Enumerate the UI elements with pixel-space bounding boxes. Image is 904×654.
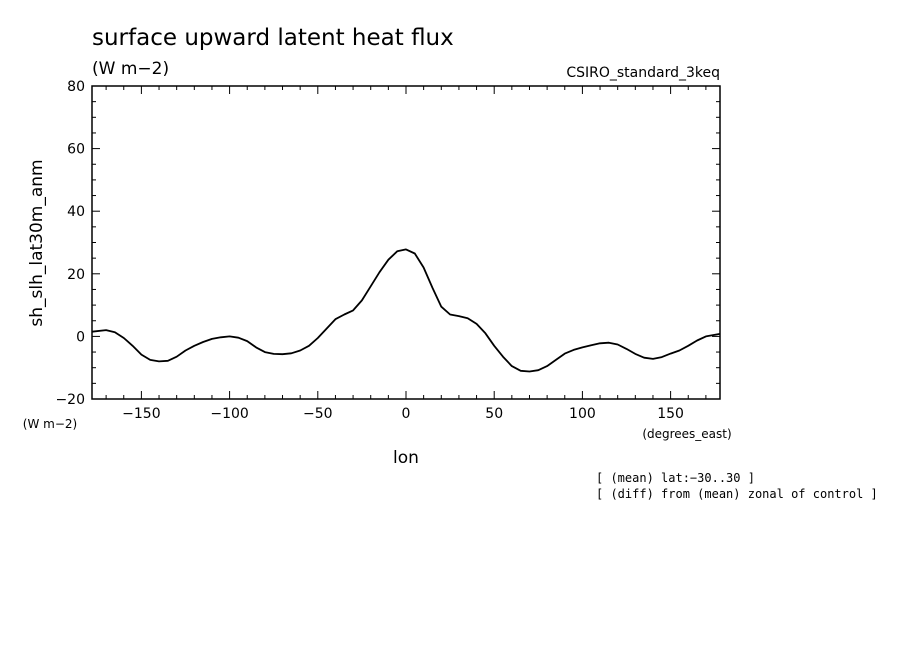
y-tick-label: −20 [55, 392, 85, 408]
series-line [91, 248, 721, 373]
x-tick-label: 100 [569, 406, 596, 422]
y-tick-label: 20 [67, 267, 85, 283]
y-tick-labels: −20 0 20 40 60 80 [55, 79, 85, 408]
note-diff: [ (diff) from (mean) zonal of control ] [596, 487, 878, 501]
note-lat-range: [ (mean) lat:−30..30 ] [596, 471, 755, 485]
x-tick-label: −50 [303, 406, 333, 422]
x-tick-label: 0 [402, 406, 411, 422]
x-axis-units: (degrees_east) [642, 427, 731, 441]
y-tick-label: 60 [67, 142, 85, 158]
y-axis-label: sh_slh_lat30m_anm [27, 159, 47, 326]
x-ticks [105, 86, 707, 399]
y-axis-units: (W m−2) [23, 417, 77, 431]
title-units: (W m−2) [92, 59, 169, 79]
y-tick-label: 80 [67, 79, 85, 95]
chart-title: surface upward latent heat flux [92, 25, 454, 51]
model-label: CSIRO_standard_3keq [566, 65, 720, 81]
x-tick-label: 50 [485, 406, 503, 422]
y-tick-label: 40 [67, 204, 85, 220]
x-axis-label: lon [393, 448, 419, 468]
x-tick-label: −100 [210, 406, 248, 422]
y-ticks [92, 85, 720, 400]
x-tick-label: 150 [657, 406, 684, 422]
x-tick-label: −150 [122, 406, 160, 422]
plot-frame [91, 85, 721, 400]
x-tick-labels: −150 −100 −50 0 50 100 150 [122, 406, 684, 422]
y-tick-label: 0 [76, 329, 85, 345]
